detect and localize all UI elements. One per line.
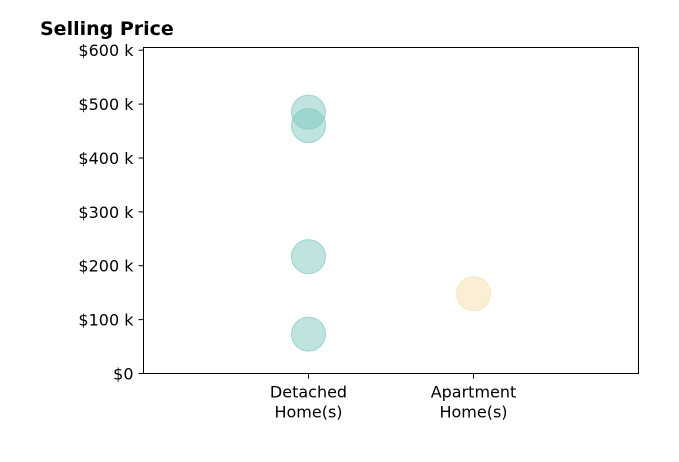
x-axis: Detached Home(s)Apartment Home(s): [270, 373, 517, 422]
plot-area: [143, 47, 639, 374]
data-point: [291, 239, 326, 275]
y-tick-label: $600 k: [78, 41, 134, 60]
y-tick-label: $300 k: [78, 203, 134, 222]
data-point: [456, 276, 491, 312]
x-tick-label-line: Detached: [270, 383, 347, 402]
y-tick-label: $100 k: [78, 311, 134, 330]
x-tick-label-line: Home(s): [274, 403, 342, 422]
y-axis: $0 $100 k $200 k $300 k $400 k $500 k $600 k: [78, 41, 144, 384]
y-tick-label: $200 k: [78, 257, 134, 276]
data-point: [291, 108, 326, 144]
chart-title: Selling Price: [40, 18, 174, 40]
y-tick-label: $400 k: [78, 149, 134, 168]
y-tick-label: $500 k: [78, 95, 134, 114]
y-tick-label: $0: [113, 365, 133, 384]
x-tick-label: Detached Home(s): [270, 383, 347, 422]
x-tick-label: Apartment Home(s): [431, 383, 517, 422]
data-point: [291, 316, 326, 352]
x-tick-label-line: Apartment: [431, 383, 517, 402]
x-tick-label-line: Home(s): [439, 403, 507, 422]
data-points: [291, 94, 491, 352]
